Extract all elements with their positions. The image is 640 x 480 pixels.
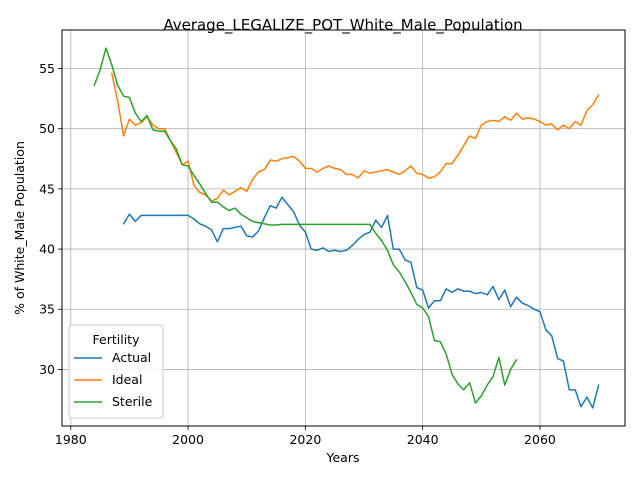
series-line-actual [122, 196, 600, 409]
plot-frame [61, 29, 626, 427]
chart-title: Average_LEGALIZE_POT_White_Male_Populati… [163, 16, 522, 35]
x-tick-label: 2060 [524, 432, 556, 447]
axis-ticks: 1980 2000 2020 2040 2060 30 35 40 45 50 55 [39, 61, 556, 447]
legend-box [68, 324, 164, 419]
y-tick-label: 30 [39, 362, 55, 377]
x-tick-label: 2020 [289, 432, 321, 447]
y-tick-label: 55 [39, 61, 55, 76]
x-tick-label: 2000 [172, 432, 204, 447]
legend: Fertility Actual Ideal Sterile [68, 324, 164, 419]
legend-label-sterile: Sterile [112, 394, 153, 409]
x-tick-label: 2040 [407, 432, 439, 447]
grid [62, 30, 625, 426]
series-line-sterile [93, 47, 518, 404]
x-tick-label: 1980 [55, 432, 87, 447]
legend-label-actual: Actual [112, 350, 151, 365]
y-tick-label: 50 [39, 121, 55, 136]
series-line-ideal [111, 72, 600, 202]
y-tick-label: 40 [39, 242, 55, 257]
y-tick-label: 45 [39, 181, 55, 196]
x-axis-label: Years [326, 450, 360, 465]
legend-title: Fertility [93, 332, 141, 347]
y-axis-label: % of White_Male Population [12, 141, 27, 315]
y-tick-label: 35 [39, 302, 55, 317]
legend-label-ideal: Ideal [112, 372, 142, 387]
series-layer [93, 47, 600, 409]
